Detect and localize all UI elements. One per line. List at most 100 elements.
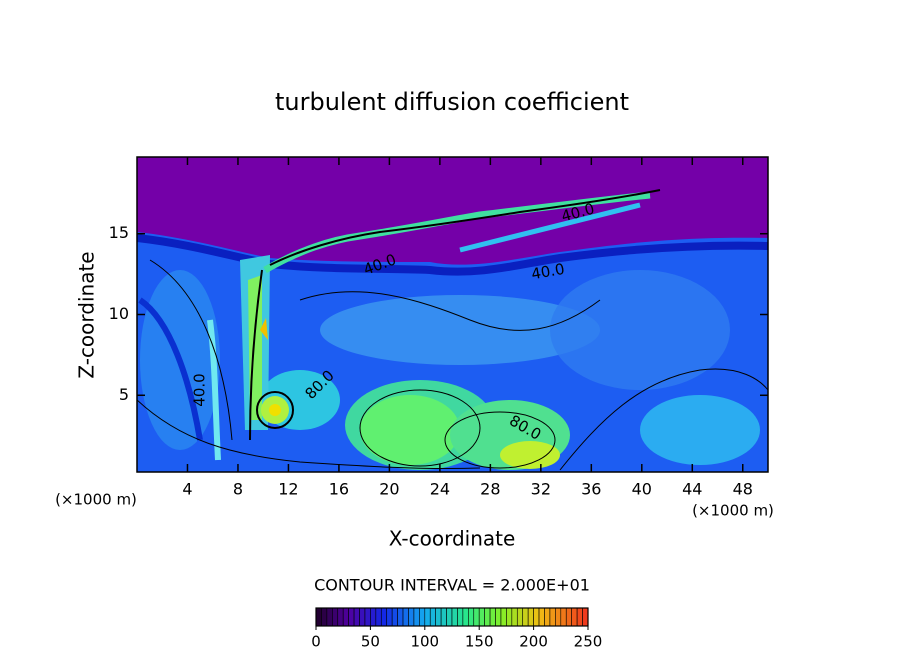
y-unit-label: (×1000 m) — [55, 491, 137, 509]
colorbar-cell — [582, 607, 589, 627]
field-filament — [138, 297, 203, 441]
colorbar-cell — [375, 607, 382, 627]
y-tick-label: 15 — [109, 223, 129, 242]
colorbar-cell — [560, 607, 567, 627]
chart-title: turbulent diffusion coefficient — [275, 88, 629, 116]
colorbar-cell — [321, 607, 328, 627]
colorbar-cell — [527, 607, 534, 627]
field-blob — [320, 295, 600, 365]
colorbar-cell — [462, 607, 469, 627]
colorbar-cell — [511, 607, 518, 627]
colorbar-cell — [440, 607, 447, 627]
colorbar-cell — [419, 607, 426, 627]
colorbar-cell — [397, 607, 404, 627]
colorbar-cell — [402, 607, 409, 627]
x-tick-label: 16 — [329, 480, 349, 499]
x-tick-label: 4 — [182, 480, 192, 499]
colorbar-cell — [380, 607, 388, 627]
x-tick-label: 36 — [581, 480, 601, 499]
colorbar-cell — [424, 607, 431, 627]
y-tick-label: 10 — [109, 304, 129, 323]
colorbar-cell — [495, 607, 502, 627]
x-tick-label: 44 — [682, 480, 702, 499]
x-tick-label: 48 — [733, 480, 753, 499]
colorbar-cell — [446, 607, 453, 627]
colorbar-cell — [484, 607, 491, 627]
field-band — [137, 234, 768, 276]
colorbar-cell — [544, 607, 551, 627]
y-axis-label: Z-coordinate — [75, 251, 99, 378]
colorbar-tick-label: 0 — [311, 633, 321, 651]
contour-line — [137, 399, 481, 470]
colorbar-tick-label: 100 — [410, 633, 439, 651]
x-unit-label: (×1000 m) — [692, 502, 774, 520]
colorbar-tick-label: 50 — [361, 633, 380, 651]
field-blob — [550, 270, 730, 390]
colorbar-cell — [478, 607, 485, 627]
colorbar-cell — [549, 607, 556, 627]
colorbar-cell — [391, 607, 398, 627]
contour-line — [359, 389, 481, 467]
colorbar-cell — [468, 607, 475, 627]
x-tick-label: 40 — [632, 480, 652, 499]
x-tick-label: 24 — [430, 480, 450, 499]
colorbar-cell — [555, 607, 562, 627]
field-hot — [260, 318, 268, 340]
x-axis-label: X-coordinate — [389, 527, 516, 551]
contour-line — [269, 189, 661, 266]
colorbar-cell — [348, 607, 355, 627]
colorbar-cell — [435, 607, 442, 627]
colorbar-cell — [489, 607, 496, 627]
colorbar-cell — [332, 607, 339, 627]
field-filament — [459, 202, 641, 253]
field-blob — [500, 441, 560, 469]
x-tick-label: 32 — [531, 480, 551, 499]
colorbar-cell — [538, 607, 545, 627]
colorbar-cell — [565, 607, 572, 627]
contour-line — [444, 411, 556, 469]
colorbar-cell — [576, 607, 583, 627]
field-blob — [640, 395, 760, 465]
colorbar-cell — [326, 607, 333, 627]
colorbar-cell — [364, 607, 371, 627]
colorbar-cell — [506, 607, 513, 627]
contour-label: 40.0 — [530, 260, 566, 284]
y-tick-label: 5 — [119, 385, 129, 404]
colorbar-cell — [370, 607, 377, 627]
colorbar-cell — [315, 607, 322, 627]
colorbar-cell — [408, 607, 415, 627]
colorbar-cell — [413, 607, 420, 627]
colorbar-cell — [571, 607, 578, 627]
x-tick-label: 12 — [278, 480, 298, 499]
colorbar-frame — [315, 607, 589, 627]
contour-line — [149, 259, 233, 441]
colorbar-cell — [457, 607, 464, 627]
contour-label: 40.0 — [191, 373, 209, 406]
contour-line — [559, 368, 768, 471]
colorbar-cell — [516, 607, 524, 627]
contour-interval: CONTOUR INTERVAL = 2.000E+01 — [314, 576, 590, 595]
colorbar-tick-label: 150 — [465, 633, 494, 651]
colorbar-cell — [353, 607, 360, 627]
x-tick-label: 20 — [379, 480, 399, 499]
colorbar-cell — [386, 607, 393, 627]
x-tick-label: 28 — [480, 480, 500, 499]
field-blob — [360, 395, 460, 465]
colorbar-tick-label: 200 — [519, 633, 548, 651]
colorbar-cell — [342, 607, 349, 627]
colorbar-cell — [522, 607, 529, 627]
contour-field — [137, 157, 768, 472]
contour-line — [249, 269, 263, 441]
colorbar-cell — [359, 607, 366, 627]
field-filament — [207, 319, 221, 461]
contour-line — [256, 391, 294, 429]
x-tick-label: 8 — [233, 480, 243, 499]
field-swirl — [269, 404, 281, 416]
colorbar-cell — [473, 607, 480, 627]
colorbar-cell — [533, 607, 540, 627]
colorbar: 0 50 100 150 200 250 — [311, 607, 602, 651]
colorbar-cell — [337, 607, 344, 627]
colorbar-cell — [429, 607, 436, 627]
colorbar-cell — [500, 607, 507, 627]
